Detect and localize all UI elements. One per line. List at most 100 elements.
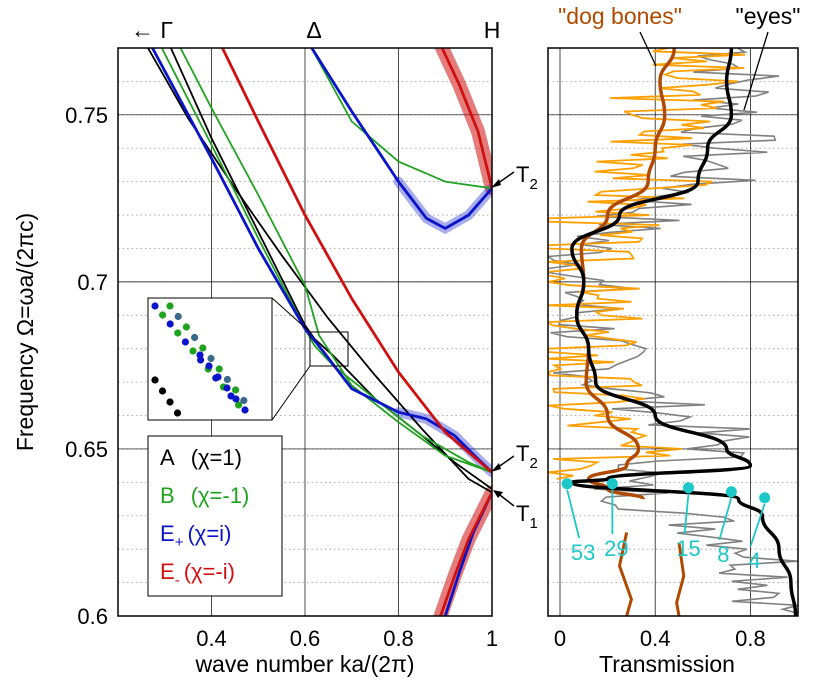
left-tick-labels: 0.4 0.6 0.8 1 0.6 0.65 0.7 0.75 <box>65 103 498 651</box>
transmission-curves <box>548 48 798 616</box>
inset-dot <box>159 311 167 319</box>
t-annotations: T2 T2 T1 <box>491 162 538 532</box>
inset-dot <box>173 409 182 417</box>
band-line <box>440 48 492 189</box>
band-line <box>150 48 492 474</box>
inset-dot <box>232 386 240 394</box>
legend-e-minus: E- (χ=-i) <box>160 559 235 589</box>
eyes-pointer <box>743 31 769 111</box>
t2-upper-label: T2 <box>516 162 538 193</box>
dog-bones-pointer <box>639 31 657 67</box>
inset-dot <box>223 375 231 384</box>
band-highlight <box>393 407 492 478</box>
inset-dot <box>166 398 174 406</box>
x-tick-label: 0.8 <box>383 626 414 651</box>
zoom-box <box>309 331 349 367</box>
band-highlight <box>434 48 492 196</box>
thickness-marker <box>606 478 618 490</box>
inset-dot <box>182 323 190 331</box>
inset-dot <box>240 396 248 405</box>
thickness-marker <box>561 478 573 490</box>
thickness-marker <box>683 482 695 494</box>
legend-a: A (χ=1) <box>160 445 242 470</box>
zoom-line <box>271 365 311 421</box>
transmission-tick-label: 0.4 <box>640 626 671 651</box>
gray-trace <box>548 48 798 615</box>
dog-bones-curve-tail <box>675 542 686 616</box>
y-axis-label: Frequency Ω=ωa/(2πc) <box>12 213 38 451</box>
eyes-curve <box>570 48 798 616</box>
inset-dot <box>191 333 199 342</box>
eyes-label: "eyes" <box>736 3 801 29</box>
y-tick-label: 0.65 <box>65 437 108 462</box>
y-tick-label: 0.75 <box>65 103 108 128</box>
inset-dot <box>241 406 249 414</box>
arrowhead <box>491 463 501 472</box>
marker-pointer <box>683 493 690 535</box>
inset-dot <box>166 320 174 328</box>
y-tick-label: 0.6 <box>77 604 108 629</box>
inset-dot <box>174 329 182 337</box>
transmission-tick-label: 0 <box>554 626 566 651</box>
inset-dots <box>151 302 249 417</box>
marker-pointer <box>718 497 733 541</box>
right-frame <box>547 47 799 617</box>
inset-dot <box>181 338 189 346</box>
marker-label: 15 <box>676 536 700 561</box>
band-line <box>439 491 492 616</box>
x-tick-label: 1 <box>486 626 498 651</box>
inset-dot <box>223 384 231 392</box>
legend-e-plus: E+ (χ=i) <box>160 521 231 551</box>
transmission-tick-label: 0.8 <box>735 626 766 651</box>
dog-bones-label: "dog bones" <box>558 3 682 29</box>
inset-dot <box>215 365 223 373</box>
arrowhead <box>491 179 501 188</box>
zoom-line <box>271 297 311 333</box>
inset-zoom <box>147 297 349 421</box>
inset-dot <box>189 347 197 355</box>
gamma-label: ← Γ <box>131 17 173 43</box>
marker-label: 4 <box>749 548 761 573</box>
marker-label: 29 <box>604 536 628 561</box>
t2-lower-label: T2 <box>516 441 538 472</box>
legend: A (χ=1) B (χ=-1) E+ (χ=i) E- (χ=-i) <box>147 435 283 597</box>
x-tick-label: 0.4 <box>196 626 227 651</box>
inset-dot <box>196 351 204 359</box>
band-line <box>169 48 492 490</box>
inset-dot <box>174 312 182 321</box>
t1-label: T1 <box>516 501 538 532</box>
inset-dot <box>151 302 159 310</box>
inset-dot <box>214 373 222 381</box>
thickness-markers: 53 29 15 8 4 <box>561 478 771 573</box>
inset-dot <box>232 395 240 403</box>
thickness-marker <box>725 486 737 498</box>
legend-box <box>147 435 283 597</box>
band-line <box>160 48 492 474</box>
right-grid <box>548 48 798 617</box>
inset-dot <box>235 401 243 409</box>
band-structure-panel: 0.4 0.6 0.8 1 0.6 0.65 0.7 0.75 wave number ka/… <box>12 17 538 677</box>
left-frame <box>117 47 493 617</box>
marker-pointer <box>566 489 581 539</box>
inset-dot <box>151 376 159 384</box>
x-tick-label: 0.6 <box>290 626 321 651</box>
inset-dot <box>199 344 207 352</box>
inset-dot <box>158 387 167 395</box>
marker-label: 53 <box>571 540 595 565</box>
band-line <box>310 48 492 230</box>
y-tick-label: 0.7 <box>77 270 108 295</box>
marker-label: 8 <box>717 542 729 567</box>
dog-bones-curve-tail <box>617 532 633 616</box>
dog-bones-curve <box>574 48 676 501</box>
h-label: H <box>484 17 501 43</box>
band-line <box>220 48 492 474</box>
right-tick-labels: 0 0.4 0.8 <box>554 626 766 651</box>
inset-dot <box>207 354 215 363</box>
band-curves <box>146 48 492 616</box>
band-line <box>179 48 492 474</box>
transmission-panel: 0 0.4 0.8 53 29 15 8 4 Transmission "dog bones… <box>547 3 801 677</box>
thickness-marker <box>759 492 771 504</box>
marker-pointer <box>749 503 766 547</box>
x-axis-label: wave number ka/(2π) <box>194 651 414 677</box>
